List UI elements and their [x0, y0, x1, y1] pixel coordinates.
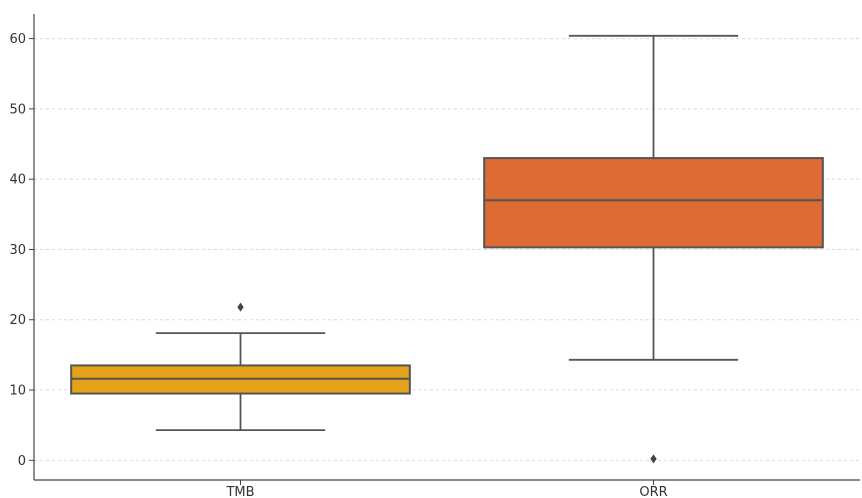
box-tmb: [70, 302, 411, 431]
y-tick-label: 30: [9, 243, 26, 258]
outlier-point: [650, 454, 657, 464]
x-tick-label: ORR: [639, 485, 667, 498]
y-tick-label: 60: [9, 32, 26, 47]
axis-layer: [29, 14, 860, 485]
iqr-box: [483, 157, 824, 249]
y-tick-label: 20: [9, 313, 26, 328]
box-layer: [70, 34, 824, 464]
y-tick-label: 50: [9, 102, 26, 117]
y-tick-label: 0: [18, 454, 26, 469]
outlier-point: [237, 302, 244, 312]
label-layer: 0 10 20 30 40 50 60 TMB ORR: [9, 32, 667, 498]
x-tick-label: TMB: [225, 485, 254, 498]
y-tick-label: 40: [9, 173, 26, 188]
box-orr: [483, 34, 824, 464]
grid-layer: [34, 38, 860, 461]
y-tick-label: 10: [9, 384, 26, 399]
